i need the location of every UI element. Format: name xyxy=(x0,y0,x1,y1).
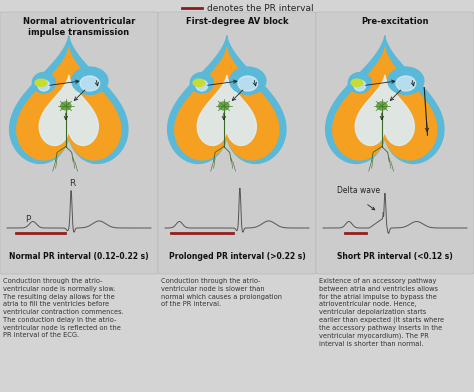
Ellipse shape xyxy=(377,102,387,110)
Text: Conduction through the atrio-
ventricular node is normally slow.
The resulting d: Conduction through the atrio- ventricula… xyxy=(3,278,124,338)
Ellipse shape xyxy=(38,80,50,91)
Ellipse shape xyxy=(238,76,258,91)
Text: First-degree AV block: First-degree AV block xyxy=(186,17,288,26)
Ellipse shape xyxy=(196,80,208,91)
Ellipse shape xyxy=(396,76,416,91)
Ellipse shape xyxy=(61,102,71,110)
Text: Existence of an accessory pathway
between atria and ventricles allows
for the at: Existence of an accessory pathway betwee… xyxy=(319,278,444,347)
Polygon shape xyxy=(9,36,128,163)
Ellipse shape xyxy=(219,102,229,110)
Ellipse shape xyxy=(230,67,266,94)
Text: denotes the PR interval: denotes the PR interval xyxy=(207,4,314,13)
Text: Normal PR interval (0.12–0.22 s): Normal PR interval (0.12–0.22 s) xyxy=(9,252,149,261)
Ellipse shape xyxy=(348,73,371,93)
Text: Delta wave: Delta wave xyxy=(337,186,381,195)
Ellipse shape xyxy=(35,79,47,86)
Ellipse shape xyxy=(354,80,366,91)
FancyBboxPatch shape xyxy=(158,12,316,274)
Polygon shape xyxy=(168,36,286,163)
Polygon shape xyxy=(333,47,437,160)
Text: Prolonged PR interval (>0.22 s): Prolonged PR interval (>0.22 s) xyxy=(169,252,305,261)
Text: P: P xyxy=(25,215,30,224)
Ellipse shape xyxy=(351,79,363,86)
Text: Conduction through the atrio-
ventricular node is slower than
normal which cause: Conduction through the atrio- ventricula… xyxy=(161,278,282,307)
Text: Short PR interval (<0.12 s): Short PR interval (<0.12 s) xyxy=(337,252,453,261)
Ellipse shape xyxy=(388,67,424,94)
Text: Pre-excitation: Pre-excitation xyxy=(361,17,429,26)
Ellipse shape xyxy=(80,76,100,91)
Polygon shape xyxy=(326,36,444,163)
Polygon shape xyxy=(175,47,279,160)
Ellipse shape xyxy=(193,79,205,86)
Ellipse shape xyxy=(32,73,55,93)
FancyBboxPatch shape xyxy=(0,12,158,274)
Polygon shape xyxy=(197,75,256,145)
Polygon shape xyxy=(39,75,98,145)
Text: R: R xyxy=(69,179,75,188)
Polygon shape xyxy=(355,75,414,145)
Text: Normal atrioventricular
impulse transmission: Normal atrioventricular impulse transmis… xyxy=(23,17,135,37)
Polygon shape xyxy=(17,47,121,160)
FancyBboxPatch shape xyxy=(316,12,474,274)
Ellipse shape xyxy=(191,73,213,93)
Ellipse shape xyxy=(72,67,108,94)
